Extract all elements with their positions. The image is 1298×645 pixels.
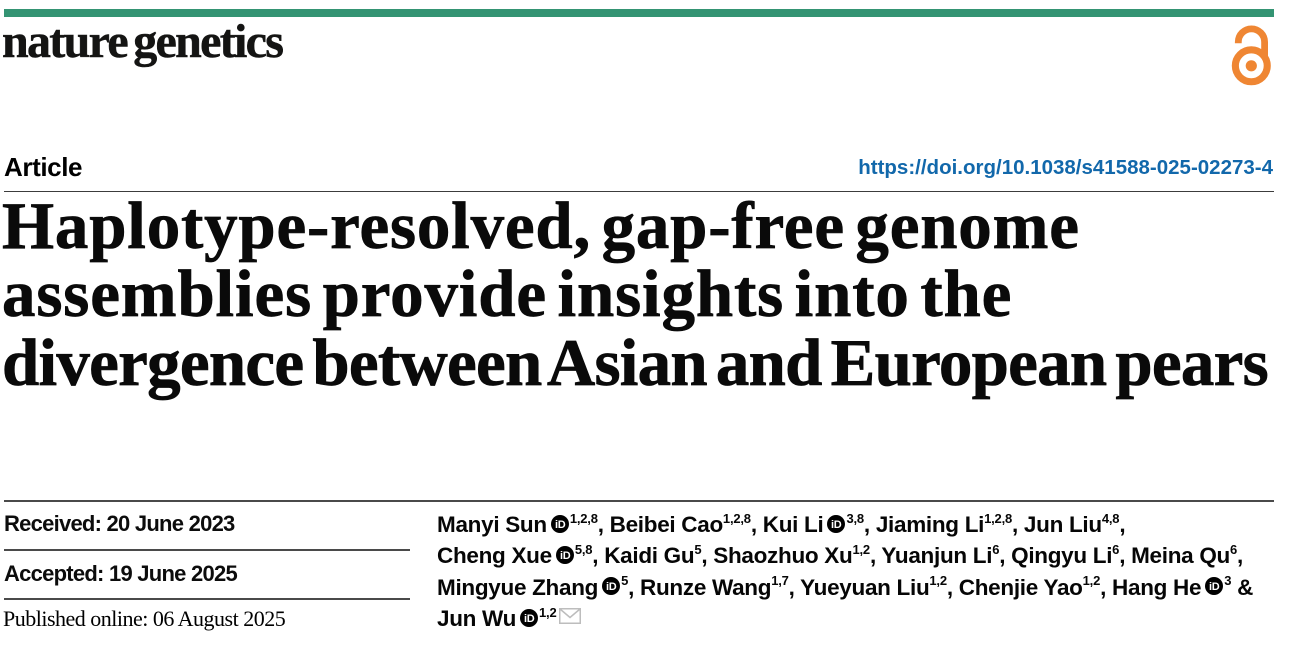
svg-text:iD: iD [524,613,535,625]
svg-text:iD: iD [555,519,566,531]
svg-text:iD: iD [606,582,617,594]
svg-text:iD: iD [560,550,571,562]
svg-text:iD: iD [1209,582,1220,594]
svg-text:iD: iD [831,519,842,531]
